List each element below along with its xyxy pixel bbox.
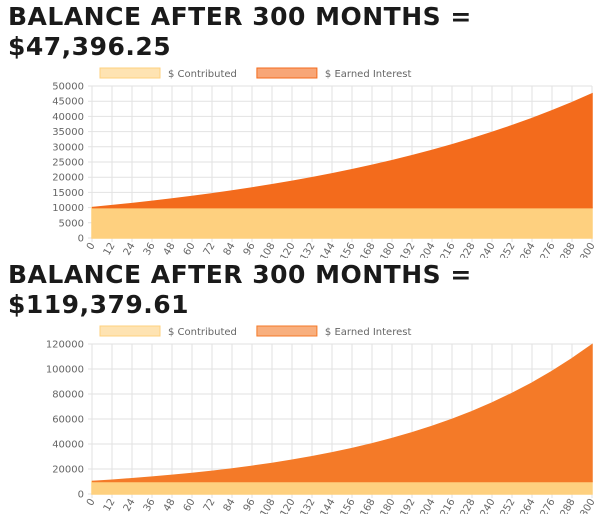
- x-tick-label: 264: [519, 497, 538, 514]
- legend-swatch: [256, 325, 318, 337]
- y-tick-label: 25000: [52, 158, 84, 169]
- x-tick-label: 72: [202, 497, 218, 514]
- x-tick-label: 264: [519, 241, 538, 258]
- x-tick-label: 0: [85, 497, 98, 508]
- x-tick-label: 252: [499, 241, 518, 258]
- y-tick-label: 20000: [52, 173, 84, 184]
- x-tick-label: 132: [299, 497, 318, 514]
- x-tick-label: 276: [539, 241, 558, 258]
- x-tick-label: 144: [319, 241, 338, 258]
- y-tick-label: 30000: [52, 142, 84, 153]
- y-tick-label: 100000: [46, 365, 84, 376]
- x-tick-label: 300: [579, 497, 598, 514]
- y-tick-label: 20000: [52, 465, 84, 476]
- x-tick-label: 156: [339, 497, 358, 514]
- x-tick-label: 12: [102, 241, 118, 258]
- x-tick-label: 24: [122, 241, 138, 258]
- y-tick-label: 15000: [52, 188, 84, 199]
- x-tick-label: 168: [359, 241, 378, 258]
- y-tick-label: 80000: [52, 390, 84, 401]
- y-tick-label: 35000: [52, 127, 84, 138]
- x-tick-label: 132: [299, 241, 318, 258]
- x-tick-label: 120: [279, 241, 298, 258]
- x-tick-label: 36: [142, 497, 158, 514]
- x-tick-label: 84: [222, 241, 238, 258]
- x-tick-label: 204: [419, 497, 438, 514]
- x-tick-label: 48: [162, 241, 178, 258]
- x-tick-label: 252: [499, 497, 518, 514]
- x-tick-label: 60: [182, 241, 198, 258]
- legend-swatch: [99, 325, 161, 337]
- x-tick-label: 276: [539, 497, 558, 514]
- x-tick-label: 216: [439, 241, 458, 258]
- x-tick-label: 0: [85, 241, 98, 252]
- x-tick-label: 108: [259, 497, 278, 514]
- y-tick-label: 40000: [52, 440, 84, 451]
- y-tick-label: 5000: [59, 218, 84, 229]
- chart: 0 20000 40000 60000 80000 100000 120000 0 12 24 36…: [46, 325, 598, 514]
- legend-label: $ Earned Interest: [325, 69, 412, 80]
- legend-swatch: [99, 67, 161, 79]
- x-tick-label: 36: [142, 241, 158, 258]
- x-tick-label: 288: [559, 241, 578, 258]
- y-tick-label: 45000: [52, 97, 84, 108]
- chart-title: BALANCE AFTER 300 MONTHS = $47,396.25: [8, 2, 472, 61]
- chart-title: BALANCE AFTER 300 MONTHS = $119,379.61: [8, 260, 472, 319]
- x-tick-label: 48: [162, 497, 178, 514]
- x-tick-label: 96: [242, 241, 258, 258]
- y-tick-label: 60000: [52, 415, 84, 426]
- x-tick-label: 204: [419, 241, 438, 258]
- x-tick-label: 156: [339, 241, 358, 258]
- area: [91, 206, 593, 239]
- x-tick-label: 240: [479, 497, 498, 514]
- legend-label: $ Earned Interest: [325, 327, 412, 338]
- area: [91, 92, 593, 209]
- y-tick-label: 0: [78, 234, 84, 245]
- x-tick-label: 144: [319, 497, 338, 514]
- chart-panel: BALANCE AFTER 300 MONTHS = $119,379.61 0 2…: [0, 258, 611, 514]
- area: [91, 480, 593, 495]
- x-tick-label: 84: [222, 497, 238, 514]
- x-tick-label: 192: [399, 241, 418, 258]
- x-tick-label: 240: [479, 241, 498, 258]
- x-tick-label: 288: [559, 497, 578, 514]
- x-tick-label: 24: [122, 497, 138, 514]
- y-tick-label: 0: [78, 490, 84, 501]
- x-tick-label: 168: [359, 497, 378, 514]
- x-tick-label: 60: [182, 497, 198, 514]
- y-tick-label: 50000: [52, 82, 84, 93]
- y-tick-label: 40000: [52, 112, 84, 123]
- x-tick-label: 120: [279, 497, 298, 514]
- x-tick-label: 216: [439, 497, 458, 514]
- x-tick-label: 108: [259, 241, 278, 258]
- y-tick-label: 120000: [46, 340, 84, 351]
- x-tick-label: 300: [579, 241, 598, 258]
- x-tick-label: 12: [102, 497, 118, 514]
- area: [91, 343, 593, 483]
- x-tick-label: 180: [379, 497, 398, 514]
- x-tick-label: 228: [459, 241, 478, 258]
- x-tick-label: 180: [379, 241, 398, 258]
- x-tick-label: 192: [399, 497, 418, 514]
- y-tick-label: 10000: [52, 203, 84, 214]
- chart-panel: BALANCE AFTER 300 MONTHS = $47,396.25 0 50…: [8, 2, 598, 258]
- x-tick-label: 72: [202, 241, 218, 258]
- chart: 0 5000 10000 15000 20000 25000 30000 35000 40000…: [52, 67, 598, 258]
- legend-label: $ Contributed: [168, 69, 237, 80]
- x-tick-label: 96: [242, 497, 258, 514]
- legend-label: $ Contributed: [168, 327, 237, 338]
- x-tick-label: 228: [459, 497, 478, 514]
- legend-swatch: [256, 67, 318, 79]
